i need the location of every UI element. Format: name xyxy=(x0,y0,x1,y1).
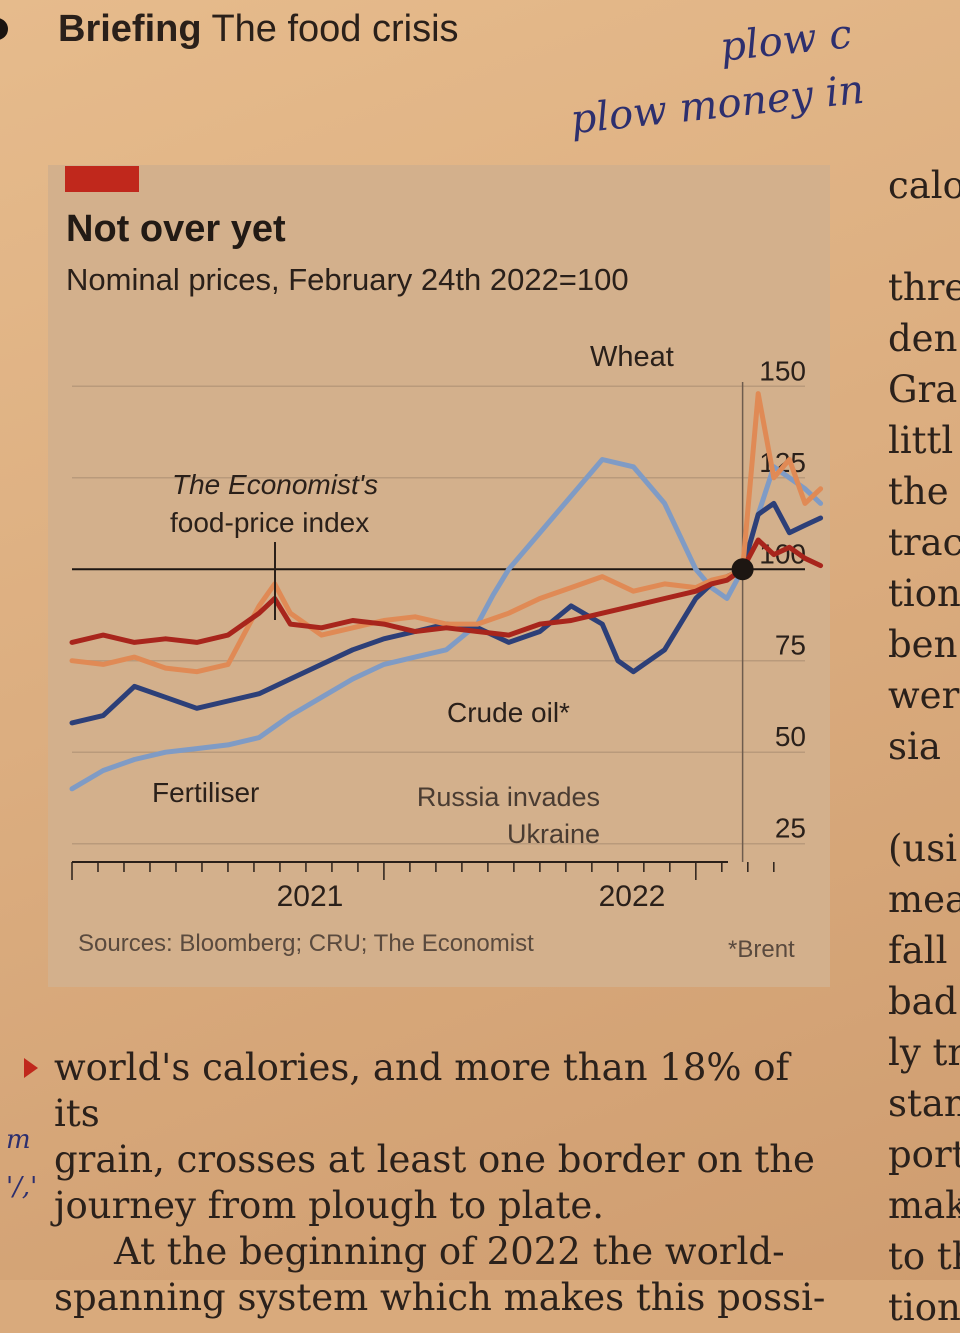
body-line: grain, crosses at least one border on th… xyxy=(54,1138,815,1181)
chart-footnote: *Brent xyxy=(728,936,795,963)
body-line: world's calories, and more than 18% of i… xyxy=(54,1046,790,1135)
y-tick-label: 150 xyxy=(759,355,806,386)
column-word: ben xyxy=(888,623,958,666)
adjacent-column-text: calo thre den Gra littl the trac tion ben wer sia (… xyxy=(888,160,960,1333)
column-word: mak xyxy=(888,1184,960,1227)
y-tick-label: 25 xyxy=(775,813,806,844)
column-word: tion xyxy=(888,1286,960,1329)
y-tick-label: 75 xyxy=(775,630,806,661)
column-word: thre xyxy=(888,266,960,309)
food-index-annotation-line2: food-price index xyxy=(170,507,369,538)
column-word: mea xyxy=(888,878,960,921)
section-header: Briefing The food crisis xyxy=(58,8,459,51)
body-line: spanning system which makes this possi- xyxy=(54,1276,826,1319)
chart-labels: Wheat Crude oil* Fertiliser The Economis… xyxy=(152,341,674,849)
series-label-fertiliser: Fertiliser xyxy=(152,777,259,808)
section-topic: The food crisis xyxy=(211,8,459,50)
column-word: den xyxy=(888,317,958,360)
column-word: littl xyxy=(888,419,954,462)
page-edge-dot xyxy=(0,18,8,40)
chart-tag xyxy=(65,166,139,192)
invasion-annotation-line1: Russia invades xyxy=(417,782,600,812)
body-line: journey from plough to plate. xyxy=(54,1184,605,1227)
column-word: sia xyxy=(888,725,941,768)
section-label: Briefing xyxy=(58,8,202,50)
body-line: At the beginning of 2022 the world- xyxy=(114,1230,785,1273)
y-tick-label: 50 xyxy=(775,721,806,752)
margin-note-m: m xyxy=(6,1125,31,1155)
x-tick-label: 2022 xyxy=(599,880,666,913)
column-word: ly tr xyxy=(888,1031,960,1074)
column-word: Gra xyxy=(888,368,958,411)
column-word xyxy=(888,772,960,823)
margin-note-ticks: '/,' xyxy=(6,1172,38,1202)
column-word: bad xyxy=(888,980,958,1023)
column-word: fall xyxy=(888,929,948,972)
series-label-crude-oil: Crude oil* xyxy=(447,697,570,728)
reference-point-marker xyxy=(731,558,754,581)
column-word: tion xyxy=(888,572,960,615)
chart-title: Not over yet xyxy=(66,208,286,250)
continuation-arrow xyxy=(24,1058,38,1078)
food-index-annotation-line1: The Economist's xyxy=(172,469,378,500)
column-word: to th xyxy=(888,1235,960,1278)
x-tick-label: 2021 xyxy=(277,880,344,913)
series-label-wheat: Wheat xyxy=(590,341,674,373)
column-word: trac xyxy=(888,521,960,564)
column-word xyxy=(888,211,960,262)
column-word: calo xyxy=(888,164,960,207)
column-word: wer xyxy=(888,674,960,717)
column-word: port xyxy=(888,1133,960,1176)
series-line-the-economist-s-food-price-index xyxy=(69,537,824,645)
chart-x-axis: 2021 2022 xyxy=(71,861,775,913)
column-word: (usi xyxy=(888,827,958,870)
chart-subtitle: Nominal prices, February 24th 2022=100 xyxy=(66,262,629,297)
invasion-annotation-line2: Ukraine xyxy=(507,819,600,849)
column-word: stan xyxy=(888,1082,960,1125)
chart-source: Sources: Bloomberg; CRU; The Economist xyxy=(78,930,534,957)
column-word: the xyxy=(888,470,949,513)
series-line-wheat xyxy=(69,391,824,675)
chart-series xyxy=(69,391,824,792)
